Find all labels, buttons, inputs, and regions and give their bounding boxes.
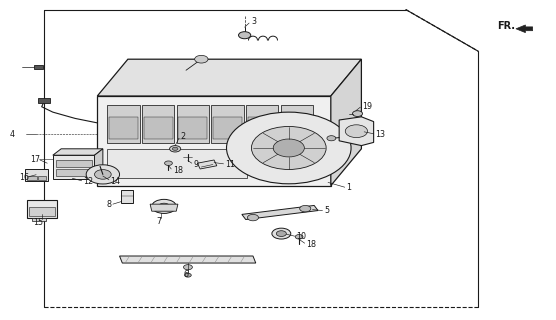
Text: 15: 15 xyxy=(33,218,43,227)
Circle shape xyxy=(152,199,176,213)
Bar xyxy=(213,117,242,140)
Text: 1: 1 xyxy=(346,183,351,192)
Text: 2: 2 xyxy=(181,132,186,141)
Text: 10: 10 xyxy=(296,232,306,241)
Bar xyxy=(107,105,140,143)
Bar xyxy=(34,65,43,69)
Polygon shape xyxy=(97,96,331,186)
Polygon shape xyxy=(516,25,533,33)
Bar xyxy=(107,149,247,178)
Circle shape xyxy=(86,165,120,184)
Text: 11: 11 xyxy=(225,160,235,169)
Bar xyxy=(121,190,133,203)
Text: FR.: FR. xyxy=(498,20,515,31)
Circle shape xyxy=(353,111,363,116)
Text: 19: 19 xyxy=(362,102,372,111)
Polygon shape xyxy=(242,205,318,220)
Bar xyxy=(178,117,207,140)
Polygon shape xyxy=(197,160,217,169)
Bar xyxy=(247,117,277,140)
Circle shape xyxy=(345,125,368,138)
Circle shape xyxy=(195,55,208,63)
Circle shape xyxy=(185,273,191,277)
Bar xyxy=(177,105,209,143)
Polygon shape xyxy=(339,117,374,146)
Circle shape xyxy=(226,112,351,184)
Bar xyxy=(38,176,46,180)
Text: 18: 18 xyxy=(173,166,183,175)
Text: 12: 12 xyxy=(83,177,93,186)
Circle shape xyxy=(172,147,178,150)
Polygon shape xyxy=(95,149,103,179)
Polygon shape xyxy=(331,59,361,186)
Circle shape xyxy=(95,170,111,179)
Circle shape xyxy=(276,231,286,236)
Circle shape xyxy=(273,139,304,157)
Text: 8: 8 xyxy=(107,200,112,209)
Bar xyxy=(56,169,92,176)
Circle shape xyxy=(295,235,303,239)
Bar xyxy=(25,169,48,181)
Text: 4: 4 xyxy=(10,130,15,139)
Bar xyxy=(38,98,50,103)
Circle shape xyxy=(183,265,192,270)
Bar xyxy=(27,176,37,180)
Circle shape xyxy=(158,203,170,210)
Bar xyxy=(211,105,244,143)
Polygon shape xyxy=(97,59,361,96)
Polygon shape xyxy=(120,256,256,263)
Bar xyxy=(27,200,57,218)
Bar xyxy=(109,117,138,140)
Bar xyxy=(282,117,311,140)
Bar xyxy=(281,105,313,143)
Circle shape xyxy=(327,136,336,141)
Text: 13: 13 xyxy=(375,130,385,139)
Circle shape xyxy=(165,161,172,165)
Circle shape xyxy=(272,228,291,239)
Text: 14: 14 xyxy=(111,177,121,186)
Text: 17: 17 xyxy=(31,155,41,164)
Polygon shape xyxy=(53,155,95,179)
Circle shape xyxy=(251,126,326,170)
Polygon shape xyxy=(53,149,103,155)
Bar xyxy=(246,105,279,143)
Bar xyxy=(32,218,46,221)
Bar xyxy=(29,207,55,216)
Text: 5: 5 xyxy=(324,206,329,215)
Circle shape xyxy=(300,205,311,212)
Text: 9: 9 xyxy=(193,160,198,169)
Text: 18: 18 xyxy=(306,240,316,249)
Polygon shape xyxy=(150,204,178,211)
Bar xyxy=(143,117,173,140)
Circle shape xyxy=(239,32,251,39)
Circle shape xyxy=(170,146,181,152)
Text: 7: 7 xyxy=(156,217,162,226)
Text: 16: 16 xyxy=(19,173,29,182)
Text: 3: 3 xyxy=(251,17,256,26)
Bar xyxy=(56,160,92,167)
Text: 6: 6 xyxy=(183,270,188,279)
Bar xyxy=(142,105,175,143)
Circle shape xyxy=(247,214,259,221)
